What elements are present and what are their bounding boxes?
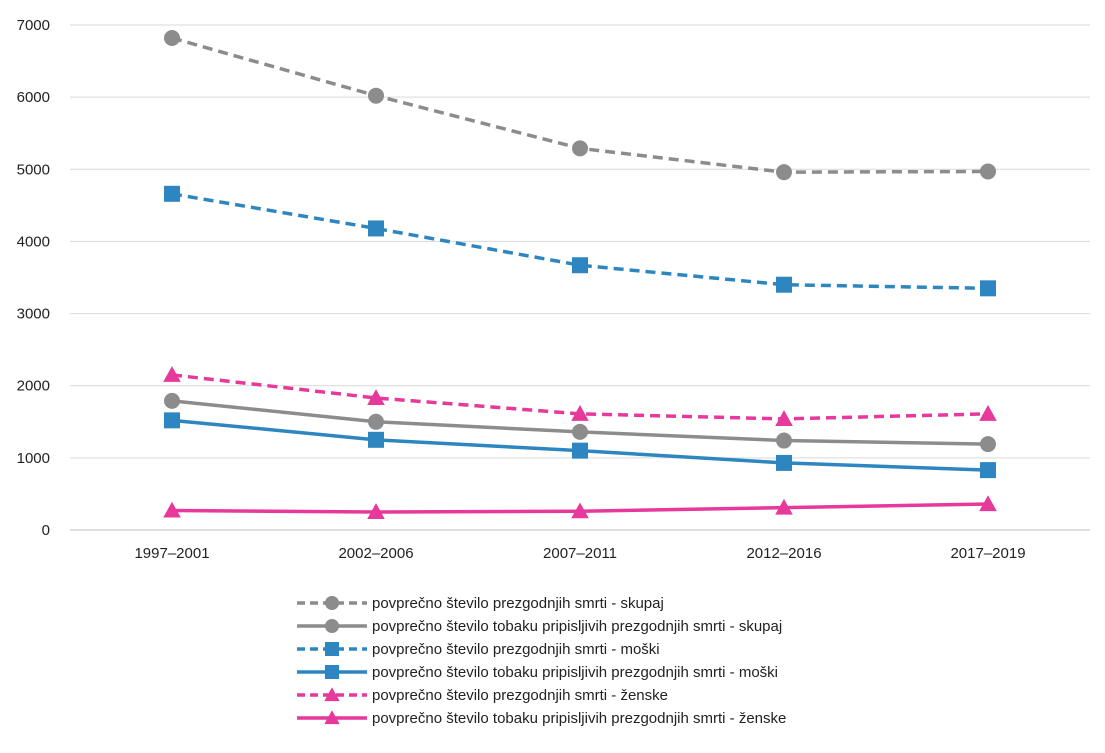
- data-point: [572, 442, 588, 459]
- data-point: [775, 410, 793, 426]
- legend-marker: [325, 596, 339, 610]
- y-tick-label: 5000: [17, 161, 50, 178]
- data-point: [775, 498, 793, 515]
- legend-marker: [324, 687, 340, 702]
- data-point: [368, 431, 384, 448]
- y-tick-label: 7000: [17, 17, 50, 34]
- data-point: [164, 185, 180, 202]
- x-tick-label: 1997–2001: [134, 545, 209, 562]
- series-2: [164, 185, 996, 297]
- x-tick-label: 2007–2011: [543, 545, 617, 562]
- legend-entry-2: povprečno število prezgodnjih smrti - mo…: [297, 641, 660, 658]
- y-tick-label: 4000: [17, 233, 50, 250]
- x-axis-tick-labels: 1997–2001 2002–2006 2007–2011 2012–2016 2017…: [134, 545, 1025, 562]
- legend-entry-1: povprečno število tobaku pripisljivih pr…: [297, 618, 782, 635]
- data-point: [368, 220, 384, 237]
- series-5: [163, 495, 997, 520]
- data-point: [368, 413, 384, 430]
- data-point: [980, 436, 996, 453]
- legend-entry-5: povprečno število tobaku pripisljivih pr…: [297, 710, 786, 727]
- data-point: [776, 276, 792, 293]
- legend-entry-3: povprečno število tobaku pripisljivih pr…: [297, 664, 778, 681]
- legend-label: povprečno število prezgodnjih smrti - mo…: [372, 641, 660, 658]
- data-point: [776, 164, 792, 181]
- data-point: [368, 87, 384, 104]
- legend-marker: [325, 642, 339, 656]
- data-point: [776, 432, 792, 449]
- data-point: [164, 412, 180, 429]
- legend-marker: [325, 665, 339, 679]
- y-tick-label: 6000: [17, 89, 50, 106]
- legend-label: povprečno število tobaku pripisljivih pr…: [372, 618, 782, 635]
- y-tick-label: 0: [42, 522, 50, 539]
- gridlines: [70, 24, 1090, 531]
- series-4: [163, 366, 997, 426]
- data-point: [163, 501, 181, 518]
- series-group: [163, 29, 997, 520]
- series-1: [164, 392, 996, 453]
- data-point: [776, 454, 792, 471]
- y-tick-label: 1000: [17, 450, 50, 467]
- data-point: [572, 140, 588, 157]
- legend-marker: [325, 619, 339, 633]
- legend-label: povprečno število tobaku pripisljivih pr…: [372, 664, 778, 681]
- data-point: [980, 163, 996, 180]
- x-tick-label: 2017–2019: [950, 545, 1025, 562]
- legend-entry-4: povprečno število prezgodnjih smrti - že…: [297, 687, 668, 704]
- x-tick-label: 2002–2006: [338, 545, 413, 562]
- data-point: [571, 405, 589, 421]
- y-tick-label: 2000: [17, 378, 50, 395]
- data-point: [980, 462, 996, 479]
- data-point: [164, 392, 180, 409]
- legend-entry-0: povprečno število prezgodnjih smrti - sk…: [297, 595, 664, 612]
- legend-label: povprečno število prezgodnjih smrti - že…: [372, 687, 668, 704]
- legend-label: povprečno število prezgodnjih smrti - sk…: [372, 595, 664, 612]
- data-point: [571, 502, 589, 519]
- series-0: [164, 29, 996, 181]
- data-point: [163, 366, 181, 382]
- data-point: [367, 389, 385, 406]
- legend-marker: [324, 710, 340, 725]
- y-tick-label: 3000: [17, 306, 50, 323]
- data-point: [572, 423, 588, 440]
- series-line: [171, 192, 989, 291]
- data-point: [164, 29, 180, 46]
- legend-label: povprečno število tobaku pripisljivih pr…: [372, 710, 786, 727]
- data-point: [979, 405, 997, 421]
- y-axis-tick-labels: 0 1000 2000 3000 4000 5000 6000 7000: [17, 17, 50, 539]
- data-point: [572, 257, 588, 274]
- data-point: [980, 280, 996, 297]
- series-3: [164, 412, 996, 479]
- data-point: [979, 495, 997, 512]
- legend: povprečno število prezgodnjih smrti - sk…: [297, 595, 786, 727]
- data-point: [367, 503, 385, 520]
- x-tick-label: 2012–2016: [746, 545, 821, 562]
